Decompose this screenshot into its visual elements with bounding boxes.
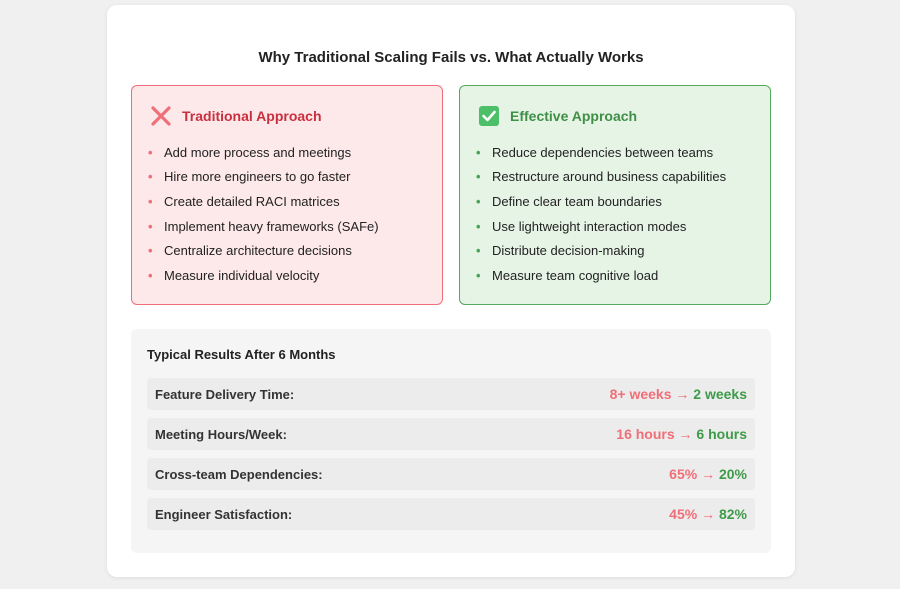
bullet: • xyxy=(476,218,481,234)
effective-panel: Effective Approach • Reduce dependencies … xyxy=(459,85,771,305)
traditional-panel: Traditional Approach • Add more process a… xyxy=(131,85,443,305)
bullet: • xyxy=(148,193,153,209)
comparison-card: Why Traditional Scaling Fails vs. What A… xyxy=(107,5,795,577)
result-row: Cross-team Dependencies: 65% → 20% xyxy=(147,458,755,490)
list-item: • Implement heavy frameworks (SAFe) xyxy=(148,214,379,239)
list-item: • Define clear team boundaries xyxy=(476,189,726,214)
results-panel: Typical Results After 6 Months Feature D… xyxy=(131,329,771,553)
bullet: • xyxy=(148,267,153,283)
list-item-text: Implement heavy frameworks (SAFe) xyxy=(164,218,379,234)
list-item-text: Reduce dependencies between teams xyxy=(492,144,714,160)
list-item-text: Restructure around business capabilities xyxy=(492,169,727,185)
after-value: 82% xyxy=(718,506,747,522)
traditional-list: • Add more process and meetings • Hire mor… xyxy=(148,140,379,288)
list-item-text: Hire more engineers to go faster xyxy=(164,169,351,185)
list-item: • Reduce dependencies between teams xyxy=(476,140,726,165)
result-value: 16 hours → 6 hours xyxy=(616,426,747,442)
after-value: 20% xyxy=(718,466,747,482)
result-label: Meeting Hours/Week: xyxy=(155,426,287,442)
before-value: 45% xyxy=(669,506,698,522)
traditional-header: Traditional Approach xyxy=(150,104,322,128)
result-label: Cross-team Dependencies: xyxy=(155,466,323,482)
before-value: 65% xyxy=(669,466,698,482)
list-item-text: Centralize architecture decisions xyxy=(164,243,352,259)
list-item: • Measure individual velocity xyxy=(148,263,379,288)
bullet: • xyxy=(476,193,481,209)
bullet: • xyxy=(476,243,481,259)
list-item: • Add more process and meetings xyxy=(148,140,379,165)
arrow-icon: → xyxy=(675,386,690,402)
x-mark-icon xyxy=(150,105,172,127)
arrow-icon: → xyxy=(701,506,716,522)
before-value: 8+ weeks xyxy=(609,386,672,402)
list-item-text: Create detailed RACI matrices xyxy=(164,193,340,209)
bullet: • xyxy=(148,144,153,160)
result-label: Feature Delivery Time: xyxy=(155,386,295,402)
after-value: 6 hours xyxy=(696,426,747,442)
list-item: • Distribute decision-making xyxy=(476,238,726,263)
check-box-icon xyxy=(478,105,500,127)
page-title: Why Traditional Scaling Fails vs. What A… xyxy=(258,49,644,66)
results-title: Typical Results After 6 Months xyxy=(147,347,336,362)
list-item-text: Measure individual velocity xyxy=(164,267,320,283)
list-item-text: Distribute decision-making xyxy=(492,243,645,259)
bullet: • xyxy=(148,169,153,185)
list-item-text: Measure team cognitive load xyxy=(492,267,659,283)
bullet: • xyxy=(148,243,153,259)
list-item-text: Add more process and meetings xyxy=(164,144,352,160)
list-item: • Restructure around business capabilitie… xyxy=(476,165,726,190)
list-item-text: Use lightweight interaction modes xyxy=(492,218,687,234)
result-value: 45% → 82% xyxy=(669,506,747,522)
list-item: • Centralize architecture decisions xyxy=(148,238,379,263)
traditional-heading: Traditional Approach xyxy=(182,108,322,124)
bullet: • xyxy=(476,267,481,283)
list-item: • Create detailed RACI matrices xyxy=(148,189,379,214)
list-item-text: Define clear team boundaries xyxy=(492,193,662,209)
results-rows: Feature Delivery Time: 8+ weeks → 2 week… xyxy=(147,378,755,538)
result-label: Engineer Satisfaction: xyxy=(155,506,293,522)
bullet: • xyxy=(476,144,481,160)
result-value: 65% → 20% xyxy=(669,466,747,482)
result-row: Feature Delivery Time: 8+ weeks → 2 week… xyxy=(147,378,755,410)
before-value: 16 hours xyxy=(616,426,675,442)
result-row: Engineer Satisfaction: 45% → 82% xyxy=(147,498,755,530)
after-value: 2 weeks xyxy=(693,386,747,402)
result-row: Meeting Hours/Week: 16 hours → 6 hours xyxy=(147,418,755,450)
effective-list: • Reduce dependencies between teams • Rest… xyxy=(476,140,726,288)
effective-heading: Effective Approach xyxy=(510,108,638,124)
bullet: • xyxy=(476,169,481,185)
result-value: 8+ weeks → 2 weeks xyxy=(610,386,747,402)
arrow-icon: → xyxy=(678,426,693,442)
bullet: • xyxy=(148,218,153,234)
effective-header: Effective Approach xyxy=(478,104,637,128)
list-item: • Use lightweight interaction modes xyxy=(476,214,726,239)
list-item: • Measure team cognitive load xyxy=(476,263,726,288)
arrow-icon: → xyxy=(701,466,716,482)
list-item: • Hire more engineers to go faster xyxy=(148,165,379,190)
